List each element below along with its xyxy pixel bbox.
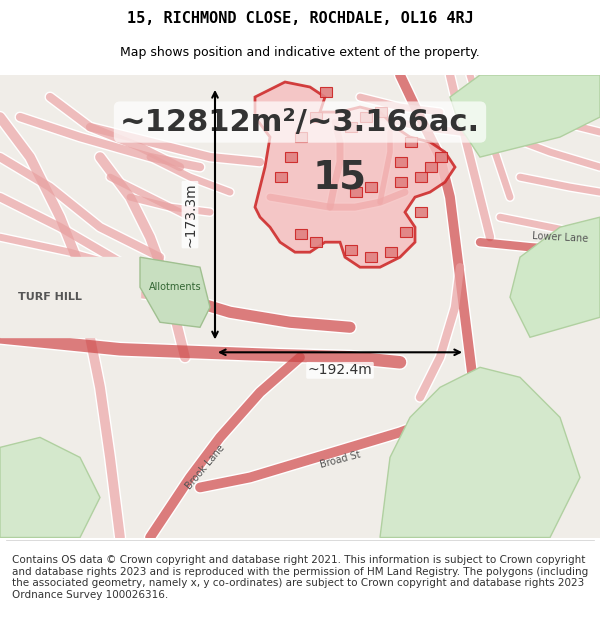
Bar [275, 172, 287, 182]
Text: Brook Lane: Brook Lane [184, 443, 226, 492]
Bar [295, 229, 307, 239]
Text: Allotments: Allotments [149, 282, 202, 292]
Bar [435, 152, 447, 162]
Bar [415, 172, 427, 182]
Bar [365, 253, 377, 262]
Polygon shape [255, 82, 455, 268]
Text: Lower Lane: Lower Lane [532, 231, 588, 244]
Bar [425, 162, 437, 172]
Polygon shape [140, 258, 210, 328]
Bar [365, 182, 377, 192]
Text: ~12812m²/~3.166ac.: ~12812m²/~3.166ac. [120, 107, 480, 136]
Text: Contains OS data © Crown copyright and database right 2021. This information is : Contains OS data © Crown copyright and d… [12, 555, 588, 600]
Bar [415, 207, 427, 217]
Text: Broad St: Broad St [319, 449, 361, 469]
Bar [345, 245, 357, 255]
Bar [295, 132, 307, 142]
Text: 15: 15 [313, 158, 367, 196]
Bar [395, 157, 407, 167]
Bar [400, 227, 412, 237]
Text: Map shows position and indicative extent of the property.: Map shows position and indicative extent… [120, 46, 480, 59]
Bar [360, 112, 372, 122]
Bar [310, 237, 322, 247]
Polygon shape [0, 438, 100, 538]
Bar [405, 137, 417, 147]
Text: ~192.4m: ~192.4m [308, 363, 373, 378]
Bar [385, 247, 397, 258]
Bar [320, 87, 332, 97]
Bar [310, 112, 322, 122]
Polygon shape [450, 75, 600, 157]
Bar [285, 152, 297, 162]
Polygon shape [380, 368, 580, 538]
Text: TURF HILL: TURF HILL [18, 292, 82, 302]
Bar [395, 177, 407, 187]
Polygon shape [510, 217, 600, 338]
Bar [350, 187, 362, 197]
Text: 15, RICHMOND CLOSE, ROCHDALE, OL16 4RJ: 15, RICHMOND CLOSE, ROCHDALE, OL16 4RJ [127, 11, 473, 26]
Bar [375, 107, 387, 117]
Text: ~173.3m: ~173.3m [183, 182, 197, 247]
Bar [0, 258, 140, 338]
Bar [345, 122, 357, 132]
